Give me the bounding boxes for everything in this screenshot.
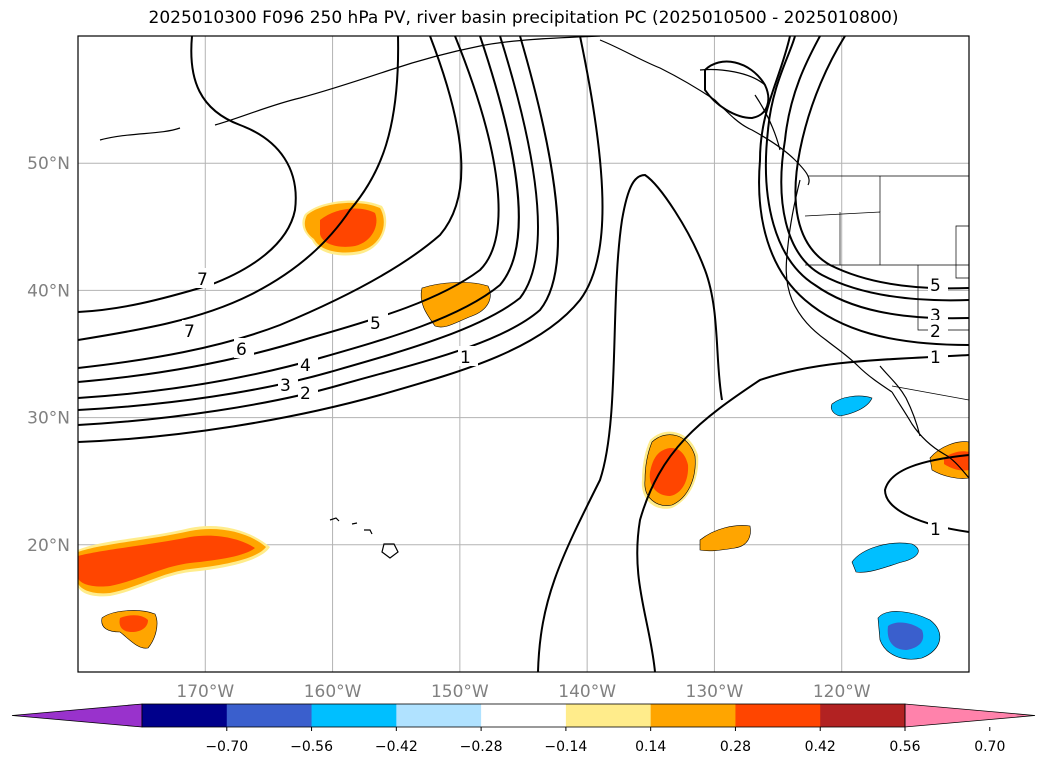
latitude-labels: 50°N 40°N 30°N 20°N bbox=[27, 154, 70, 556]
latitude-tick-label: 50°N bbox=[27, 154, 70, 174]
coastline-hawaii bbox=[329, 517, 399, 559]
contour-label: 7 bbox=[184, 322, 195, 342]
latitude-tick-label: 40°N bbox=[27, 281, 70, 301]
contour-alaska-loop bbox=[704, 60, 770, 120]
contour-3-east bbox=[780, 36, 969, 302]
longitude-tick-label: 140°W bbox=[558, 682, 616, 702]
coastline-alaska-south bbox=[599, 39, 810, 186]
contour-label: 1 bbox=[460, 348, 471, 368]
contour-label: 3 bbox=[930, 306, 941, 326]
precip-blob-south bbox=[699, 525, 751, 552]
map-frame bbox=[77, 35, 970, 673]
colorbar-segment bbox=[481, 704, 567, 727]
contour-6 bbox=[78, 36, 463, 369]
colorbar-tick-label: −0.42 bbox=[375, 739, 418, 755]
contour-5 bbox=[78, 36, 500, 383]
colorbar-segment bbox=[311, 704, 397, 727]
coastline-alaska bbox=[99, 36, 601, 141]
contour-label: 5 bbox=[370, 314, 381, 334]
precip-shading bbox=[78, 200, 969, 660]
precip-blob-sw-red bbox=[119, 615, 148, 632]
contour-1 bbox=[78, 36, 604, 443]
colorbar-tick-label: 0.70 bbox=[974, 739, 1005, 755]
contour-4 bbox=[78, 36, 520, 399]
contour-label-group: 7 7 6 5 4 3 2 1 5 3 2 1 1 bbox=[182, 268, 948, 540]
contour-label: 1 bbox=[930, 520, 941, 540]
colorbar-tick-label: 0.28 bbox=[720, 739, 751, 755]
contour-7b bbox=[78, 36, 400, 341]
map-title: 2025010300 F096 250 hPa PV, river basin … bbox=[148, 8, 899, 28]
contour-label: 2 bbox=[930, 322, 941, 342]
longitude-tick-label: 120°W bbox=[813, 682, 871, 702]
contour-label: 6 bbox=[236, 340, 247, 360]
contour-label: 3 bbox=[280, 376, 291, 396]
colorbar-segment bbox=[735, 704, 821, 727]
political-borders bbox=[804, 175, 969, 401]
colorbar-tick-label: −0.56 bbox=[290, 739, 333, 755]
colorbar-tick-label: 0.42 bbox=[805, 739, 836, 755]
colorbar-extend-low bbox=[11, 703, 143, 728]
coastlines bbox=[99, 36, 969, 559]
colorbar-segment bbox=[650, 704, 736, 727]
precip-blob-east-red bbox=[649, 448, 689, 496]
precip-blob-blue-north bbox=[830, 395, 873, 417]
precip-blob-central bbox=[420, 282, 491, 328]
contour-5-east bbox=[794, 36, 969, 290]
colorbar: −0.70 −0.56 −0.42 −0.28 −0.14 0.14 0.28 0.42 0.5… bbox=[11, 703, 1036, 755]
contour-7a bbox=[78, 36, 297, 313]
colorbar-segment bbox=[396, 704, 482, 727]
map-content: 7 7 6 5 4 3 2 1 5 3 2 1 1 bbox=[78, 36, 969, 672]
longitude-tick-label: 130°W bbox=[686, 682, 744, 702]
colorbar-segment bbox=[565, 704, 652, 727]
contour-label: 4 bbox=[300, 356, 311, 376]
colorbar-extend-high bbox=[904, 703, 1036, 728]
colorbar-tick-label: −0.70 bbox=[205, 739, 248, 755]
colorbar-frame bbox=[141, 703, 906, 728]
colorbar-segment bbox=[142, 704, 228, 727]
colorbar-tick-label: −0.14 bbox=[544, 739, 587, 755]
contour-label: 5 bbox=[930, 276, 941, 296]
contour-label: 1 bbox=[930, 348, 941, 368]
border-states bbox=[804, 176, 969, 331]
contour-3 bbox=[78, 36, 540, 411]
precip-blob-blue-south-dark bbox=[887, 622, 924, 650]
longitude-tick-label: 170°W bbox=[176, 682, 234, 702]
contour-label: 2 bbox=[300, 384, 311, 404]
precip-blob-north-red bbox=[320, 208, 377, 247]
gridlines bbox=[78, 36, 969, 672]
colorbar-tick-label: −0.28 bbox=[460, 739, 503, 755]
longitude-tick-label: 150°W bbox=[431, 682, 489, 702]
longitude-tick-label: 160°W bbox=[304, 682, 362, 702]
precip-blob-blue-mid bbox=[851, 542, 919, 573]
colorbar-tick-label: 0.14 bbox=[635, 739, 666, 755]
latitude-tick-label: 30°N bbox=[27, 409, 70, 429]
contour-1-east bbox=[758, 36, 969, 346]
precip-blob-west-red bbox=[78, 535, 255, 587]
colorbar-segment bbox=[820, 704, 906, 727]
coastline-mexico bbox=[879, 365, 969, 479]
border-us-mexico bbox=[891, 385, 969, 401]
contour-label: 7 bbox=[197, 270, 208, 290]
contour-2-east bbox=[764, 36, 969, 320]
colorbar-tick-label: 0.56 bbox=[889, 739, 920, 755]
colorbar-segment bbox=[226, 704, 313, 727]
latitude-tick-label: 20°N bbox=[27, 536, 70, 556]
longitude-labels: 170°W 160°W 150°W 140°W 130°W 120°W bbox=[176, 682, 870, 702]
pv-contours bbox=[78, 36, 969, 672]
contour-1-trough bbox=[537, 173, 969, 672]
